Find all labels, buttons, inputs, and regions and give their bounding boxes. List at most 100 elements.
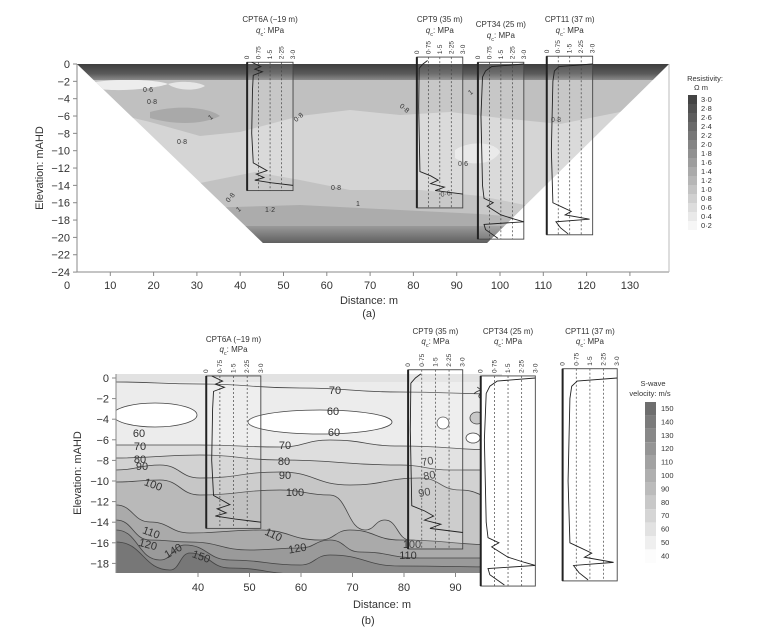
legend-swatch (645, 549, 656, 563)
legend-swatch (688, 104, 697, 113)
cpt-tick-label: 0·75 (256, 46, 263, 59)
legend-value: 2·6 (701, 113, 712, 122)
cpt-tick-label: 1·5 (267, 49, 274, 59)
contour-line (116, 529, 502, 568)
contour-label: 120 (137, 537, 158, 553)
cpt-tick-label: 3·0 (460, 44, 467, 54)
cpt-qc-trace (567, 377, 618, 581)
cpt-unit: qc: MPa (494, 337, 523, 349)
contour-line-70 (116, 381, 502, 395)
legend-swatch (688, 167, 697, 176)
legend-value: 0·2 (701, 221, 712, 230)
cpt-1: CPT9 (35 m)qc: MPa 0 0·75 1·5 2·25 3·0 (405, 327, 467, 550)
cpt-title: CPT34 (25 m) (483, 327, 534, 336)
axes-a: 0 10 20 30 40 50 60 70 80 90 100 110 120 130 0 −2 −4 −6 −8… (34, 59, 670, 320)
cpt-tick-label: 1·5 (505, 363, 512, 373)
legend-unit: velocity: m/s (629, 389, 671, 398)
x-axis-title: Distance: m (340, 295, 398, 307)
contour-label: 70 (420, 455, 434, 469)
x-tick-label: 60 (321, 280, 333, 292)
cpt-tick-label: 0·75 (217, 360, 224, 373)
cpt-tick-label: 0 (203, 369, 210, 373)
legend-swatch (645, 402, 656, 416)
x-tick-label: 130 (621, 280, 639, 292)
y-tick-label: −6 (96, 435, 109, 447)
contour-label: 1·2 (265, 207, 275, 214)
cpt-title: CPT11 (37 m) (565, 327, 615, 336)
x-tick-label: 0 (64, 280, 70, 292)
contour-label: 70 (134, 441, 146, 453)
cpt-tick-label: 1·5 (587, 356, 594, 366)
cpt-title: CPT9 (35 m) (417, 15, 463, 24)
contour-label: 80 (422, 469, 436, 483)
contour-60-region (247, 409, 393, 435)
legend-swatch (688, 113, 697, 122)
cpt-qc-trace (211, 375, 261, 523)
legend-value: 120 (661, 444, 674, 453)
cpt-tick-label: 0·75 (486, 46, 493, 59)
y-tick-label: −6 (57, 111, 70, 123)
legend-swatch (688, 194, 697, 203)
cpt-unit: qc: MPa (576, 337, 605, 349)
legend-swatch (645, 455, 656, 469)
x-tick-label: 60 (295, 582, 307, 594)
cpt-tick-label: 0·75 (491, 360, 498, 373)
legend-value: 60 (661, 525, 669, 534)
contour-label: 0·8 (225, 192, 237, 204)
cpt-tick-label: 2·25 (578, 40, 585, 53)
contour-label: 0·8 (331, 185, 341, 192)
cpt-tick-label: 0·75 (425, 41, 432, 54)
cpt-tick-label: 2·25 (279, 46, 286, 59)
y-tick-label: −10 (90, 476, 109, 488)
legend-swatch (645, 442, 656, 456)
cpt-title: CPT34 (25 m) (476, 20, 527, 29)
x-tick-label: 20 (147, 280, 159, 292)
y-axis-title: Elevation: mAHD (34, 126, 46, 210)
x-tick-label: 40 (192, 582, 204, 594)
contour-label: 120 (287, 542, 307, 557)
swave-section (116, 374, 502, 573)
cpt-tick-label: 2·25 (446, 353, 453, 366)
legend-value: 2·0 (701, 140, 712, 149)
legend-swatch (688, 185, 697, 194)
y-tick-label: −8 (96, 455, 109, 467)
cpt-tick-label: 0 (244, 55, 251, 59)
contour-line (116, 504, 502, 546)
contour-label: 110 (399, 550, 417, 562)
cpt-tick-label: 0 (544, 49, 551, 53)
cpt-tick-label: 0·75 (419, 353, 426, 366)
cpt-3: CPT11 (37 m)qc: MPa 0 0·75 1·5 2·25 3·0 (560, 327, 621, 582)
legend-value: 80 (661, 498, 669, 507)
cpt-tick-label: 1·5 (432, 357, 439, 367)
cpt-qc-trace (550, 63, 593, 235)
contour-label: 0·8 (177, 139, 187, 146)
cpt-unit: qc: MPa (256, 26, 285, 38)
legend-swatch (688, 221, 697, 230)
contour-label: 100 (286, 487, 304, 499)
legend-swatch (688, 176, 697, 185)
contour-label: 1 (207, 114, 215, 122)
legend-swatch (645, 469, 656, 483)
legend-value: 0·6 (701, 203, 712, 212)
x-tick-label: 30 (191, 280, 203, 292)
cpt-tick-label: 2·25 (509, 46, 516, 59)
contour-label: 70 (279, 440, 291, 452)
y-tick-label: −16 (51, 198, 70, 210)
panel-label: (a) (362, 308, 375, 320)
contour-label: 0·6 (143, 87, 153, 94)
cpt-tick-label: 3·0 (258, 363, 265, 373)
legend-value: 90 (661, 484, 669, 493)
cpt-qc-trace (409, 373, 463, 533)
cpt-tick-label: 0 (405, 363, 412, 367)
cpt-tick-label: 1·5 (567, 43, 574, 53)
y-tick-label: −12 (90, 497, 109, 509)
y-tick-label: −14 (90, 517, 109, 529)
y-tick-label: −22 (51, 250, 70, 262)
legend-value: 100 (661, 471, 674, 480)
y-tick-label: −10 (51, 146, 70, 158)
x-axis-title: Distance: m (353, 599, 411, 611)
